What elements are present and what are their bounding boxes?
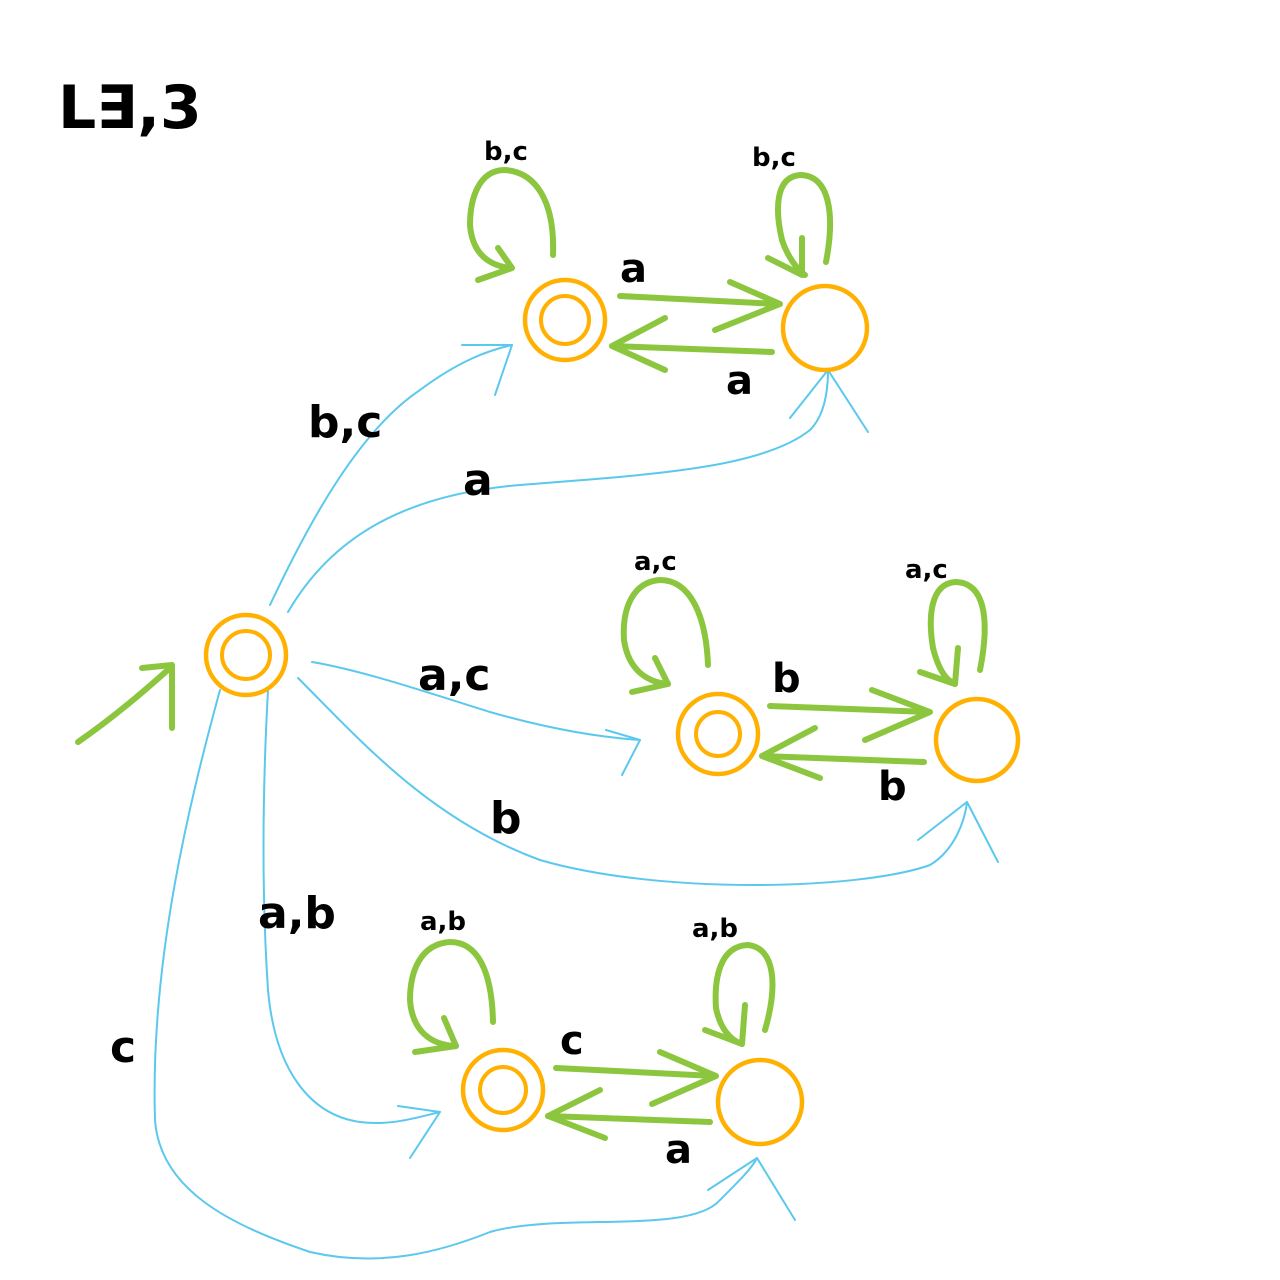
state-mid-right [933, 696, 1021, 784]
label-top-right-to-left: a [726, 358, 753, 404]
loop-bottom-left [407, 939, 496, 1049]
state-top-left [522, 277, 608, 363]
arrowhead-bottom-left [397, 1105, 441, 1159]
label-start-to-bottom-left: a,b [258, 888, 336, 939]
edge-start-to-top-left [269, 344, 513, 606]
group-bottom-transitions [407, 939, 776, 1141]
arrowhead-top-right [789, 369, 869, 433]
edge-mid-left-to-right [767, 703, 931, 715]
edge-bottom-right-to-left [545, 1113, 713, 1125]
edge-top-left-to-right [617, 293, 781, 307]
loop-top-right [775, 172, 834, 278]
edge-start-to-top-right [287, 369, 829, 613]
state-bottom-right [715, 1057, 805, 1147]
state-bottom-left [460, 1047, 546, 1133]
arrowhead-bottom-right [707, 1157, 796, 1221]
label-mid-right-loop: a,c [905, 555, 948, 585]
label-mid-left-to-right: b [772, 656, 801, 702]
label-start-to-top-left: b,c [308, 397, 382, 448]
edge-start-to-mid-right [297, 677, 968, 886]
states [203, 277, 1021, 1147]
loop-mid-right [927, 579, 988, 687]
loop-bottom-right [712, 942, 776, 1047]
edge-top-right-to-left [609, 343, 775, 355]
state-top-right [780, 283, 870, 373]
label-mid-right-to-left: b [878, 764, 907, 810]
label-bottom-left-loop: a,b [420, 907, 466, 937]
arrowhead-top-left [461, 344, 513, 396]
edge-labels: b,c a a,c b a,b c b,c b,c a a a,c a,c b … [110, 137, 948, 1173]
label-bottom-left-to-right: c [560, 1018, 584, 1064]
label-top-right-loop: b,c [752, 143, 796, 173]
label-start-to-top-right: a [463, 455, 493, 506]
edge-start-to-bottom-left [262, 689, 441, 1125]
group-top-transitions [467, 167, 834, 373]
initial-arrow [75, 662, 175, 745]
state-start [203, 612, 289, 698]
label-start-to-bottom-right: c [110, 1022, 136, 1073]
label-mid-left-loop: a,c [634, 547, 677, 577]
diagram-title: L∃,3 [58, 73, 202, 143]
label-start-to-mid-left: a,c [418, 650, 491, 701]
edge-start-to-mid-left [311, 661, 641, 741]
label-top-left-loop: b,c [484, 137, 528, 167]
label-bottom-right-to-left: a [665, 1127, 692, 1173]
label-start-to-mid-right: b [490, 793, 522, 844]
state-mid-left [675, 691, 761, 777]
edge-bottom-left-to-right [553, 1065, 717, 1079]
loop-top-left [467, 167, 557, 271]
edge-start-to-bottom-right [153, 689, 758, 1260]
label-top-left-to-right: a [620, 246, 647, 292]
arrowhead-mid-left [605, 729, 641, 776]
loop-mid-left [620, 577, 711, 687]
label-bottom-right-loop: a,b [692, 914, 738, 944]
edge-mid-right-to-left [759, 753, 927, 765]
start-transitions [153, 344, 999, 1260]
group-mid-transitions [620, 577, 988, 781]
arrowhead-mid-right [917, 801, 999, 863]
